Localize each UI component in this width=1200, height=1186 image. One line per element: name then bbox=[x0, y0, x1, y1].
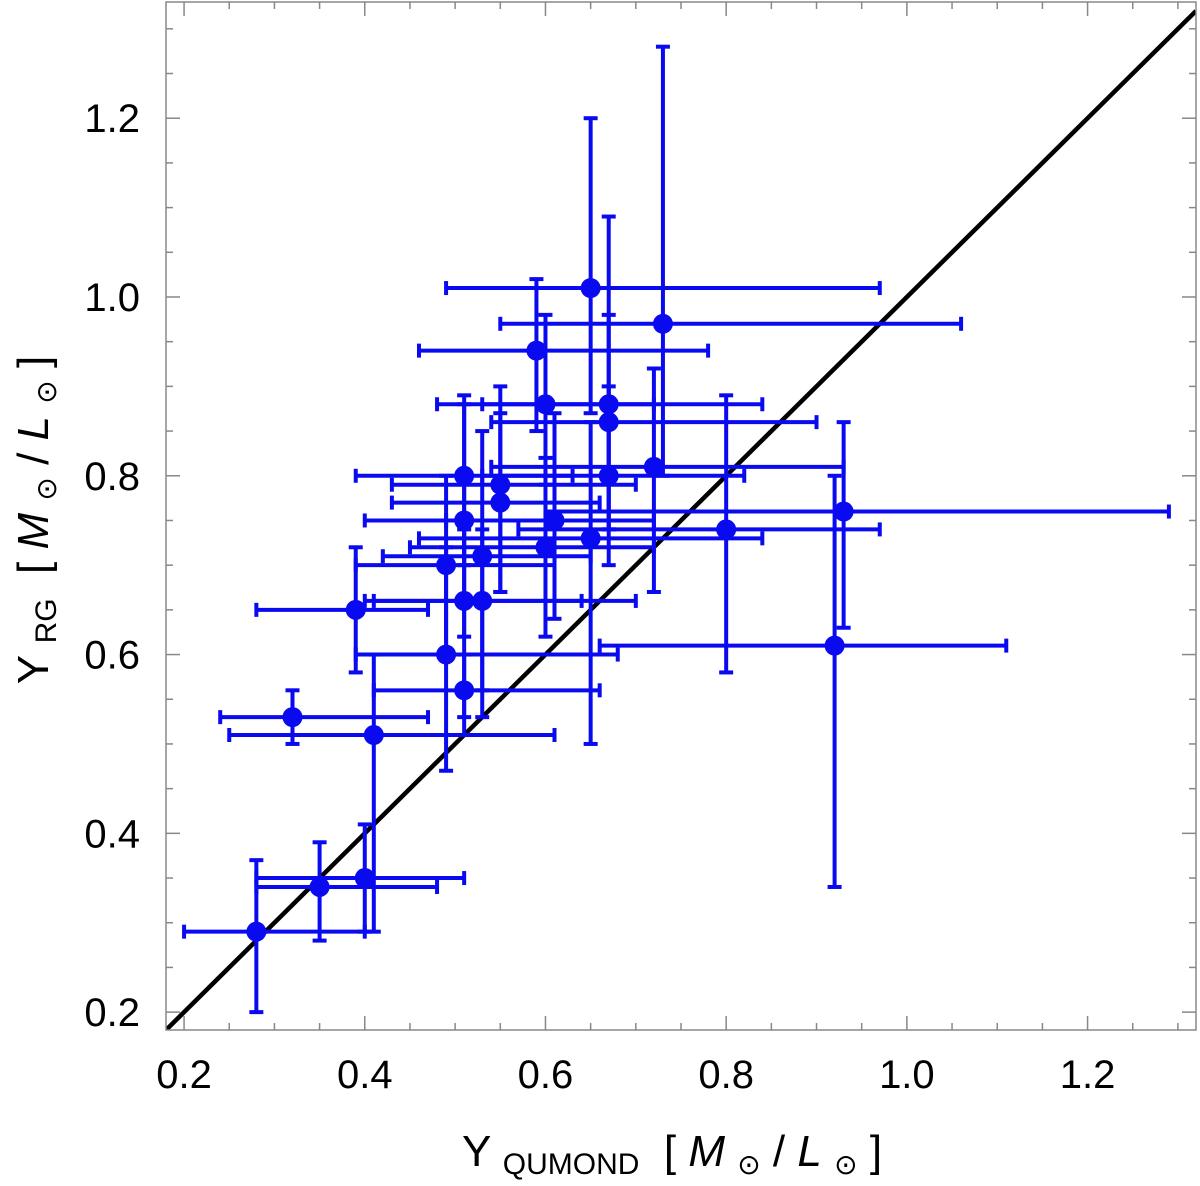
x-axis-unit-suffix: ] bbox=[870, 1127, 882, 1176]
reference-line-layer bbox=[166, 9, 1196, 1030]
x-axis-title: Υ QUMOND [ M ⊙ / L ⊙ ] bbox=[462, 1127, 882, 1184]
y-axis-unit-num-sun: ⊙ bbox=[31, 477, 62, 500]
data-point bbox=[454, 465, 475, 486]
data-point bbox=[363, 725, 384, 746]
data-point bbox=[354, 868, 375, 889]
y-axis-unit-prefix: [ bbox=[9, 562, 58, 586]
data-point bbox=[598, 465, 619, 486]
data-point bbox=[436, 555, 457, 576]
x-axis-unit-num: M bbox=[688, 1127, 725, 1176]
x-axis-unit-num-sun: ⊙ bbox=[737, 1149, 760, 1180]
x-tick-label: 0.6 bbox=[518, 1053, 574, 1097]
data-point bbox=[490, 474, 511, 495]
y-tick-label: 1.2 bbox=[84, 97, 140, 141]
data-point bbox=[580, 278, 601, 299]
data-point bbox=[436, 644, 457, 665]
data-point bbox=[490, 492, 511, 513]
x-axis-unit-den: L bbox=[797, 1127, 821, 1176]
data-point bbox=[454, 680, 475, 701]
error-bar-group bbox=[389, 384, 638, 594]
data-point bbox=[526, 340, 547, 361]
error-bar-group bbox=[543, 420, 1171, 630]
x-axis-subscript: QUMOND bbox=[503, 1148, 640, 1181]
error-bar-group bbox=[597, 473, 1009, 889]
error-bar-group bbox=[498, 44, 964, 478]
x-tick-label: 1.2 bbox=[1060, 1053, 1116, 1097]
x-tick-labels: 0.2 0.4 0.6 0.8 1.0 1.2 bbox=[156, 1053, 1115, 1097]
data-point bbox=[472, 546, 493, 567]
data-point bbox=[833, 501, 854, 522]
error-bar-group bbox=[182, 858, 367, 1015]
point-layer bbox=[246, 278, 854, 942]
x-tick-label: 1.0 bbox=[879, 1053, 935, 1097]
data-point bbox=[535, 394, 556, 415]
data-point bbox=[716, 519, 737, 540]
error-bar-group bbox=[353, 545, 620, 773]
y-axis-title: Υ RG [ M ⊙ / L ⊙ ] bbox=[9, 356, 66, 684]
data-point bbox=[246, 921, 267, 942]
x-tick-label: 0.4 bbox=[337, 1053, 393, 1097]
y-tick-labels: 0.2 0.4 0.6 0.8 1.0 1.2 bbox=[84, 97, 140, 1035]
data-point bbox=[535, 537, 556, 558]
y-tick-label: 0.6 bbox=[84, 634, 140, 678]
data-point bbox=[454, 590, 475, 611]
x-tick-label: 0.2 bbox=[156, 1053, 212, 1097]
y-tick-label: 0.8 bbox=[84, 455, 140, 499]
data-point bbox=[598, 394, 619, 415]
data-point bbox=[643, 456, 664, 477]
x-axis-symbol: Υ bbox=[462, 1127, 491, 1176]
y-tick-label: 0.4 bbox=[84, 812, 140, 856]
y-axis-symbol: Υ bbox=[9, 655, 58, 684]
tick-layer bbox=[166, 2, 1196, 1030]
error-bar-group bbox=[218, 688, 431, 746]
y-tick-label: 1.0 bbox=[84, 276, 140, 320]
y-axis-unit-num: M bbox=[9, 513, 58, 550]
y-axis-unit-suffix: ] bbox=[9, 356, 58, 368]
data-point bbox=[544, 510, 565, 531]
x-axis-unit-den-sun: ⊙ bbox=[834, 1149, 857, 1180]
y-axis-unit-sep: / bbox=[9, 452, 58, 465]
data-point bbox=[580, 528, 601, 549]
x-axis-unit-sep: / bbox=[773, 1127, 786, 1176]
x-tick-label: 0.8 bbox=[698, 1053, 754, 1097]
y-axis-unit-den-sun: ⊙ bbox=[31, 380, 62, 403]
data-point bbox=[345, 599, 366, 620]
data-point bbox=[598, 412, 619, 433]
error-bar-group bbox=[254, 840, 440, 943]
data-point bbox=[309, 876, 330, 897]
data-point bbox=[472, 590, 493, 611]
data-point bbox=[652, 313, 673, 334]
data-point bbox=[824, 635, 845, 656]
x-axis-unit-prefix: [ bbox=[652, 1127, 676, 1176]
y-axis-unit-den: L bbox=[9, 416, 58, 440]
y-tick-label: 0.2 bbox=[84, 991, 140, 1035]
identity-line bbox=[166, 9, 1196, 1030]
data-point bbox=[282, 707, 303, 728]
error-bar-group bbox=[371, 652, 602, 738]
data-point bbox=[454, 510, 475, 531]
y-axis-subscript: RG bbox=[30, 598, 63, 643]
